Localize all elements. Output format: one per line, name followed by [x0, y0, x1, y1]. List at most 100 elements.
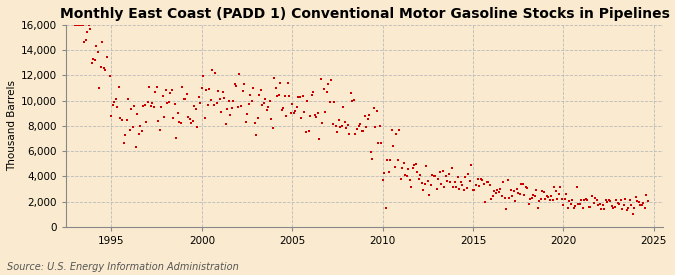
Point	[469, 188, 480, 192]
Point	[394, 128, 404, 133]
Point	[430, 174, 441, 178]
Point	[637, 203, 647, 207]
Point	[534, 199, 545, 204]
Point	[286, 111, 296, 115]
Point	[132, 112, 142, 116]
Point	[526, 196, 537, 201]
Point	[138, 104, 148, 109]
Point	[290, 109, 300, 113]
Point	[148, 105, 159, 109]
Point	[630, 195, 641, 199]
Point	[541, 194, 552, 198]
Point	[623, 206, 634, 210]
Point	[466, 163, 477, 167]
Point	[174, 120, 185, 124]
Point	[72, 23, 82, 27]
Point	[437, 169, 448, 173]
Point	[79, 40, 90, 45]
Point	[97, 40, 108, 44]
Point	[634, 203, 645, 207]
Point	[566, 202, 576, 206]
Point	[360, 125, 371, 130]
Point	[374, 124, 385, 129]
Point	[347, 99, 358, 103]
Point	[315, 77, 326, 82]
Point	[603, 197, 614, 202]
Point	[379, 171, 389, 175]
Point	[94, 86, 105, 90]
Point	[210, 71, 221, 75]
Point	[446, 166, 457, 171]
Point	[254, 93, 265, 98]
Point	[119, 133, 130, 138]
Point	[85, 26, 96, 31]
Point	[500, 196, 510, 200]
Point	[550, 189, 561, 193]
Point	[201, 88, 212, 92]
Point	[105, 73, 115, 78]
Point	[350, 132, 361, 137]
Point	[168, 116, 179, 120]
Point	[228, 99, 239, 103]
Point	[233, 105, 244, 109]
Point	[325, 100, 335, 104]
Point	[606, 204, 617, 208]
Point	[490, 191, 501, 195]
Point	[195, 101, 206, 105]
Point	[250, 133, 261, 137]
Point	[209, 103, 219, 107]
Point	[424, 193, 435, 197]
Point	[86, 61, 97, 66]
Point	[497, 180, 508, 185]
Point	[391, 132, 402, 136]
Point	[564, 199, 575, 204]
Point	[481, 179, 492, 184]
Point	[502, 178, 513, 183]
Point	[579, 198, 590, 202]
Point	[207, 68, 218, 73]
Text: Source: U.S. Energy Information Administration: Source: U.S. Energy Information Administ…	[7, 262, 238, 272]
Point	[317, 120, 328, 125]
Point	[365, 149, 376, 154]
Point	[246, 99, 257, 103]
Point	[269, 76, 279, 81]
Point	[507, 194, 518, 198]
Point	[171, 136, 182, 140]
Point	[620, 197, 630, 202]
Point	[484, 183, 495, 187]
Point	[303, 128, 314, 133]
Point	[294, 95, 305, 100]
Point	[320, 110, 331, 115]
Point	[95, 65, 106, 70]
Point	[256, 103, 267, 107]
Point	[270, 86, 281, 90]
Point	[594, 202, 605, 207]
Point	[234, 72, 245, 76]
Point	[113, 84, 124, 89]
Point	[382, 158, 393, 163]
Point	[396, 177, 406, 181]
Point	[117, 117, 128, 122]
Point	[608, 205, 618, 210]
Point	[519, 193, 530, 197]
Point	[281, 114, 292, 118]
Point	[189, 104, 200, 108]
Point	[392, 158, 403, 162]
Point	[213, 89, 224, 93]
Point	[573, 202, 584, 206]
Point	[632, 199, 643, 204]
Point	[106, 114, 117, 118]
Point	[633, 200, 644, 205]
Point	[409, 163, 420, 167]
Point	[397, 166, 408, 170]
Point	[464, 179, 475, 184]
Point	[118, 141, 129, 145]
Point	[309, 112, 320, 117]
Point	[442, 178, 453, 183]
Point	[597, 203, 608, 207]
Point	[335, 125, 346, 130]
Point	[333, 118, 344, 123]
Point	[327, 122, 338, 126]
Point	[458, 188, 469, 192]
Point	[445, 179, 456, 184]
